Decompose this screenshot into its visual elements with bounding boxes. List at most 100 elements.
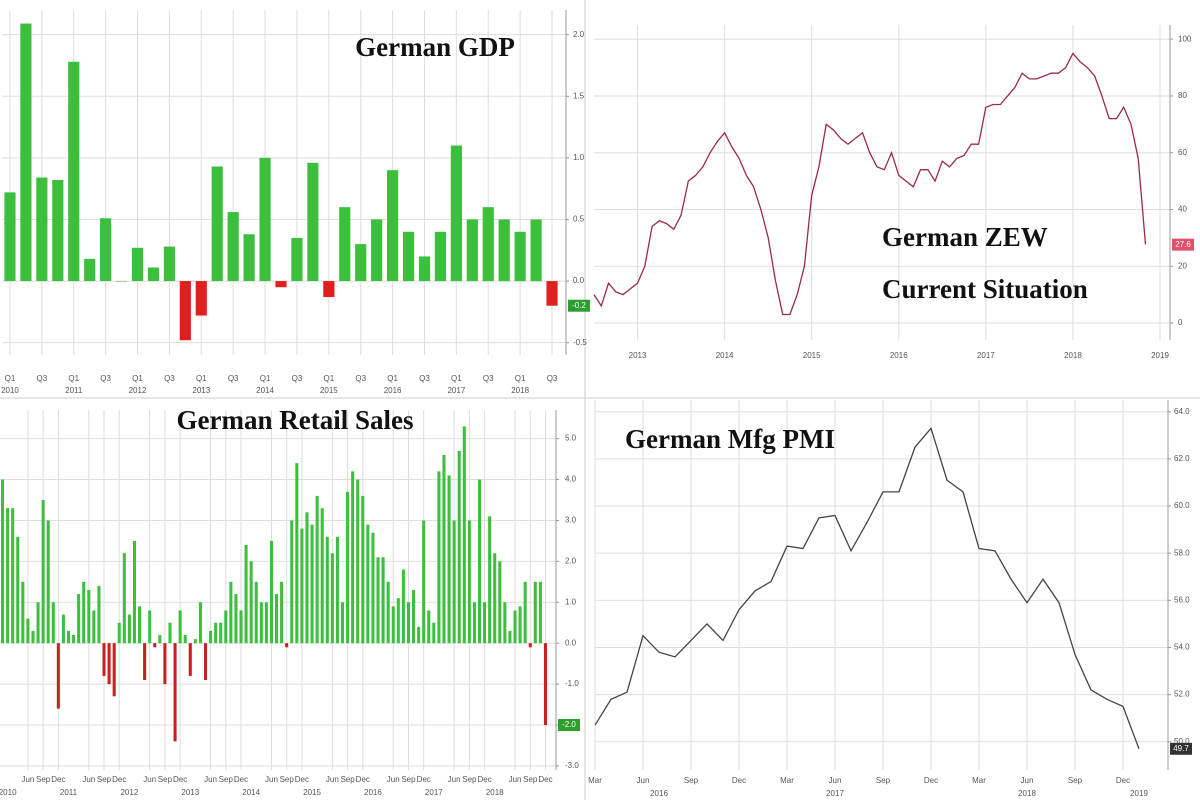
x-tick-label: Q1 (515, 374, 526, 383)
year-label: 2018 (486, 788, 504, 797)
x-tick-label: Dec (417, 775, 431, 784)
year-label: 2010 (1, 386, 19, 395)
bar (132, 540, 136, 644)
bar (503, 602, 507, 644)
x-tick-label: 2013 (629, 351, 647, 360)
year-label: 2014 (242, 788, 260, 797)
y-tick-label: 0.0 (573, 276, 585, 285)
bar (183, 635, 187, 644)
bar (307, 162, 319, 282)
year-label: 2015 (320, 386, 338, 395)
x-tick-label: 2018 (1064, 351, 1082, 360)
x-tick-label: 2019 (1151, 351, 1169, 360)
bar (361, 495, 365, 644)
chart-title: German GDP (355, 32, 515, 62)
x-tick-label: Dec (1116, 776, 1130, 785)
last-value-box (568, 299, 590, 312)
year-label: 2017 (425, 788, 443, 797)
bar (115, 281, 128, 282)
x-tick-label: Q3 (100, 374, 111, 383)
y-tick-label: 1.5 (573, 91, 585, 100)
bar (523, 581, 527, 644)
y-tick-label: 3.0 (565, 516, 577, 525)
bar (127, 614, 131, 644)
y-tick-label: 2.0 (565, 556, 577, 565)
last-value-box (558, 719, 580, 731)
bar (61, 614, 65, 644)
y-tick-label: 40 (1178, 205, 1187, 214)
x-tick-label: Dec (295, 775, 309, 784)
bar (546, 281, 558, 306)
x-tick-label: Jun (509, 775, 522, 784)
y-tick-label: 50.0 (1174, 737, 1190, 746)
y-tick-label: 54.0 (1174, 643, 1190, 652)
bar (434, 231, 447, 282)
bar (51, 602, 55, 644)
year-label: 2018 (1018, 789, 1036, 798)
bar (264, 602, 268, 644)
bar (340, 602, 345, 644)
x-tick-label: Q3 (547, 374, 558, 383)
bar (498, 219, 510, 282)
chart-title: German Mfg PMI (625, 424, 835, 454)
year-label: 2016 (384, 386, 402, 395)
year-label: 2011 (60, 788, 78, 797)
bar (371, 532, 375, 644)
bar (229, 581, 233, 644)
y-tick-label: 60 (1178, 148, 1187, 157)
bar (462, 426, 466, 644)
x-tick-label: Jun (1021, 776, 1034, 785)
year-label: 2017 (447, 386, 465, 395)
bar (412, 590, 416, 644)
bar (508, 630, 512, 644)
y-tick-label: 1.0 (565, 597, 577, 606)
x-tick-label: Sep (462, 775, 477, 784)
y-tick-label: -1.0 (565, 679, 579, 688)
bar (295, 463, 299, 644)
x-tick-label: Dec (51, 775, 65, 784)
x-tick-label: 2014 (716, 351, 734, 360)
bar (158, 635, 162, 644)
bar (203, 643, 208, 680)
bar (275, 281, 287, 288)
bar (310, 524, 314, 644)
x-tick-label: Q1 (323, 374, 334, 383)
bar (466, 219, 478, 282)
last-value-label: 49.7 (1173, 744, 1189, 753)
x-tick-label: Mar (780, 776, 794, 785)
year-label: 2019 (1130, 789, 1148, 798)
bar (290, 520, 294, 644)
x-tick-label: Jun (637, 776, 650, 785)
x-tick-label: Jun (82, 775, 95, 784)
chart-title: German Retail Sales (177, 405, 414, 435)
x-tick-label: Q1 (5, 374, 16, 383)
last-value-label: -0.2 (572, 301, 586, 310)
y-tick-label: 62.0 (1174, 454, 1190, 463)
bar (346, 491, 350, 644)
year-label: 2013 (192, 386, 210, 395)
x-tick-label: Dec (356, 775, 370, 784)
x-tick-label: Q3 (292, 374, 303, 383)
bar (198, 602, 202, 644)
bar (224, 610, 228, 644)
bar (1, 479, 5, 644)
bar (122, 553, 126, 644)
year-label: 2012 (129, 386, 147, 395)
bar (26, 618, 30, 644)
x-tick-label: Jun (265, 775, 278, 784)
x-tick-label: Q1 (68, 374, 79, 383)
bar (195, 281, 207, 316)
bar (138, 606, 142, 644)
bar (77, 594, 81, 644)
bar (533, 581, 537, 644)
x-tick-label: Dec (538, 775, 552, 784)
bar (92, 610, 96, 644)
year-label: 2015 (303, 788, 321, 797)
bar (371, 219, 383, 282)
bar (467, 520, 471, 644)
y-tick-label: 1.0 (573, 153, 585, 162)
bar (315, 495, 319, 644)
x-tick-label: Sep (340, 775, 355, 784)
bar (514, 231, 526, 282)
